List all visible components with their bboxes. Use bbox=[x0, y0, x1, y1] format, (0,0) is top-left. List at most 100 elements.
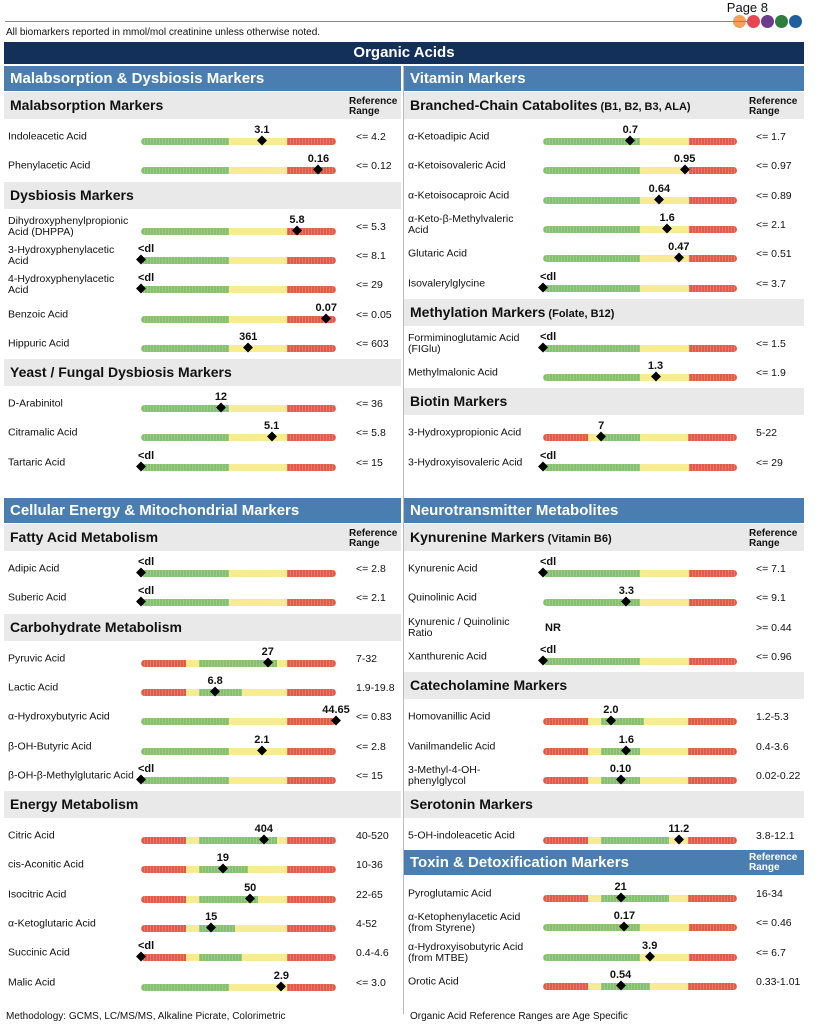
range-segment bbox=[601, 895, 670, 902]
reference-range-header: Reference Range bbox=[749, 852, 798, 873]
biomarker-row: α-Hydroxybutyric Acid 44.65 <= 0.83 bbox=[4, 703, 401, 731]
range-bar bbox=[543, 167, 737, 175]
biomarker-row: β-OH-Butyric Acid 2.1 <= 2.8 bbox=[4, 733, 401, 761]
range-segment bbox=[141, 659, 186, 667]
biomarker-row: α-Hydroxyisobutyric Acid (from MTBE) 3.9 <… bbox=[404, 939, 804, 967]
biomarker-value: 0.10 bbox=[609, 762, 632, 775]
range-segment bbox=[185, 954, 200, 962]
range-bar bbox=[141, 983, 336, 991]
section-header: Toxin & Detoxification Markers Reference R… bbox=[404, 850, 804, 875]
subsection-header: Dysbiosis Markers bbox=[4, 181, 401, 209]
range-bar bbox=[543, 924, 737, 932]
reference-range: 0.4-4.6 bbox=[356, 947, 389, 960]
section-header: Neurotransmitter Metabolites bbox=[404, 498, 804, 523]
range-segment bbox=[141, 463, 229, 471]
biomarker-value: 0.95 bbox=[673, 153, 696, 166]
range-segment bbox=[688, 895, 737, 902]
range-bar bbox=[141, 256, 336, 264]
range-segment bbox=[640, 570, 689, 577]
range-segment bbox=[640, 657, 689, 665]
subsection-header: Biotin Markers bbox=[404, 388, 804, 416]
subsection-header: Energy Metabolism bbox=[4, 791, 401, 819]
range-segment bbox=[543, 434, 588, 442]
range-bar bbox=[543, 196, 737, 204]
reference-range: <= 2.8 bbox=[356, 563, 386, 575]
range-segment bbox=[688, 463, 737, 471]
biomarker-label: Adipic Acid bbox=[8, 562, 60, 575]
range-segment bbox=[688, 837, 737, 845]
biomarker-value: <dl bbox=[138, 762, 155, 775]
range-segment bbox=[688, 434, 737, 442]
header-rule bbox=[5, 21, 750, 22]
range-segment bbox=[141, 895, 186, 903]
biomarker-value: 19 bbox=[216, 852, 230, 865]
biomarker-row: α-Ketoisocaproic Acid 0.64 <= 0.89 bbox=[404, 182, 804, 210]
range-bar bbox=[543, 463, 737, 471]
biomarker-label: Succinic Acid bbox=[8, 946, 70, 959]
section-header: Malabsorption & Dysbiosis Markers bbox=[4, 66, 401, 91]
biomarker-row: Isocitric Acid 50 22-65 bbox=[4, 881, 401, 909]
biomarker-row: Formiminoglutamic Acid (FIGlu) <dl <= 1.5 bbox=[404, 330, 804, 358]
range-segment bbox=[257, 895, 288, 903]
biomarker-row: cis-Aconitic Acid 19 10-36 bbox=[4, 851, 401, 879]
range-segment bbox=[141, 344, 229, 352]
biomarker-row: D-Arabinitol 12 <= 36 bbox=[4, 390, 401, 418]
reference-range: 1.2-5.3 bbox=[756, 711, 789, 724]
range-segment bbox=[543, 225, 640, 233]
subsection-header: Serotonin Markers bbox=[404, 791, 804, 819]
reference-range: 5-22 bbox=[756, 427, 778, 440]
range-segment bbox=[639, 747, 689, 755]
range-bar bbox=[141, 747, 336, 755]
biomarker-value: 11.2 bbox=[668, 823, 690, 836]
range-bar bbox=[543, 982, 737, 990]
subsection-title: Dysbiosis Markers bbox=[10, 186, 134, 203]
reference-range: <= 1.5 bbox=[756, 337, 786, 350]
reference-range: <= 5.3 bbox=[356, 220, 386, 233]
biomarker-row: 3-Methyl-4-OH-phenylglycol 0.10 0.02-0.22 bbox=[404, 762, 804, 790]
biomarker-value: 3.9 bbox=[642, 939, 658, 952]
range-segment bbox=[277, 837, 288, 845]
reference-range: 22-65 bbox=[356, 888, 383, 901]
biomarker-row: Kynurenic Acid <dl <= 7.1 bbox=[404, 555, 804, 583]
header-dot bbox=[775, 15, 788, 28]
biomarker-row: Glutaric Acid 0.47 <= 0.51 bbox=[404, 240, 804, 268]
biomarker-label: cis-Aconitic Acid bbox=[8, 858, 84, 871]
range-segment bbox=[688, 225, 737, 233]
reference-range: 0.4-3.6 bbox=[756, 740, 789, 753]
range-segment bbox=[640, 374, 689, 382]
range-segment bbox=[141, 227, 229, 235]
biomarker-value: 5.8 bbox=[289, 213, 305, 226]
range-segment bbox=[185, 659, 200, 667]
range-segment bbox=[287, 925, 336, 932]
biomarker-value: 3.3 bbox=[618, 585, 635, 598]
range-segment bbox=[199, 925, 235, 932]
reference-range: 40-520 bbox=[356, 830, 389, 843]
reference-range-header: Reference Range bbox=[349, 96, 398, 117]
range-bar bbox=[543, 953, 737, 961]
biomarker-row: Citric Acid 404 40-520 bbox=[4, 822, 401, 850]
range-segment bbox=[287, 983, 336, 991]
reference-range: <= 0.83 bbox=[356, 711, 392, 724]
range-segment bbox=[688, 196, 737, 204]
reference-range: <= 36 bbox=[356, 398, 383, 411]
range-segment bbox=[543, 953, 640, 961]
biomarker-row: Pyroglutamic Acid 21 16-34 bbox=[404, 880, 804, 908]
range-segment bbox=[141, 837, 186, 845]
biomarker-value: <dl bbox=[540, 330, 557, 343]
biomarker-row: 3-Hydroxypropionic Acid 7 5-22 bbox=[404, 419, 804, 447]
range-bar bbox=[141, 837, 336, 845]
range-bar bbox=[141, 138, 336, 145]
biomarker-label: Isovalerylglycine bbox=[408, 277, 486, 289]
range-segment bbox=[543, 196, 640, 204]
biomarker-value: <dl bbox=[138, 242, 155, 255]
range-segment bbox=[688, 374, 737, 382]
reference-range: 16-34 bbox=[756, 888, 783, 900]
reference-range: 3.8-12.1 bbox=[756, 830, 795, 843]
range-segment bbox=[543, 344, 640, 352]
reference-range: <= 3.7 bbox=[756, 277, 786, 290]
biomarker-value: 0.47 bbox=[668, 241, 690, 254]
subsection-title: Catecholamine Markers bbox=[410, 677, 568, 694]
header-dot bbox=[761, 15, 774, 28]
reference-range: <= 2.1 bbox=[356, 592, 386, 605]
reference-range: <= 5.8 bbox=[356, 427, 386, 440]
